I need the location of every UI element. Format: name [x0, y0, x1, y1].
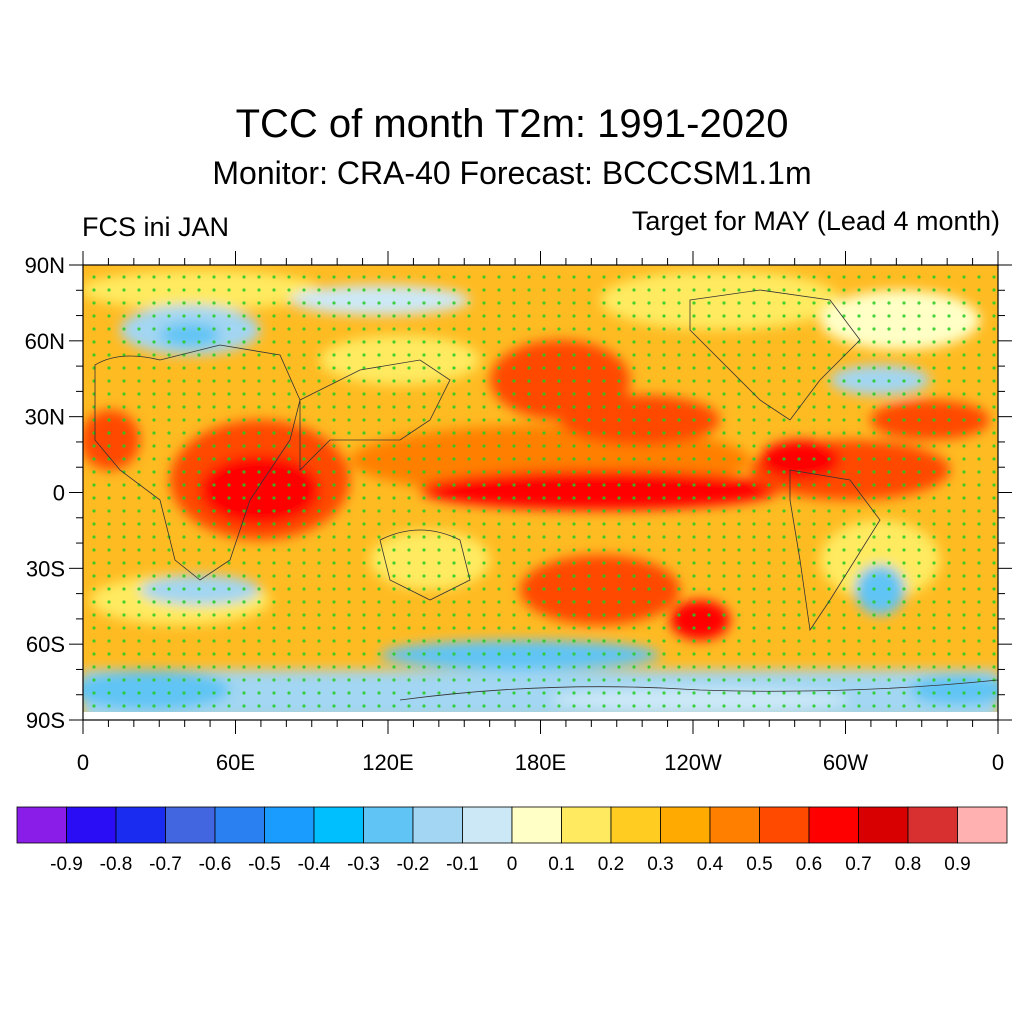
chart-title: TCC of month T2m: 1991-2020 — [235, 102, 789, 146]
colorbar-swatch — [907, 806, 958, 844]
colorbar-swatch — [264, 806, 315, 844]
colorbar-label: 0.1 — [548, 854, 574, 875]
lat-label: 30N — [25, 405, 65, 430]
colorbar-swatch — [412, 806, 463, 844]
init-label: FCS ini JAN — [82, 212, 230, 242]
colorbar: -0.9 -0.8 -0.7 -0.6 -0.5 -0.4 -0.3 -0.2 -0.1 0 0.1… — [16, 806, 1008, 875]
colorbar-swatch — [363, 806, 414, 844]
colorbar-label: -0.5 — [248, 854, 281, 875]
colorbar-label: -0.6 — [199, 854, 232, 875]
colorbar-label: -0.2 — [397, 854, 430, 875]
lat-label: 90N — [25, 253, 65, 278]
colorbar-label: -0.9 — [50, 854, 83, 875]
colorbar-label: -0.3 — [347, 854, 380, 875]
colorbar-label: -0.4 — [298, 854, 331, 875]
lat-label: 60S — [26, 632, 65, 657]
lat-label: 60N — [25, 329, 65, 354]
colorbar-swatch — [313, 806, 364, 844]
lon-label: 120E — [362, 750, 413, 775]
colorbar-swatch — [214, 806, 265, 844]
colorbar-swatch — [858, 806, 909, 844]
coastlines — [94, 289, 998, 701]
colorbar-swatch — [561, 806, 612, 844]
map-axes: 90N 60N 30N 0 30S 60S 90S 0 60E 120E 180E 120W 60W 0 — [25, 251, 1012, 775]
lon-label: 60W — [823, 750, 868, 775]
colorbar-label: -0.1 — [446, 854, 479, 875]
colorbar-swatch — [808, 806, 859, 844]
chart-subtitle: Monitor: CRA-40 Forecast: BCCCSM1.1m — [212, 155, 812, 191]
colorbar-swatch — [115, 806, 166, 844]
colorbar-swatch — [462, 806, 513, 844]
colorbar-swatch — [66, 806, 117, 844]
colorbar-swatch — [165, 806, 216, 844]
target-label: Target for MAY (Lead 4 month) — [631, 206, 1000, 236]
colorbar-swatch — [511, 806, 562, 844]
colorbar-label: 0.5 — [746, 854, 772, 875]
colorbar-swatch — [759, 806, 810, 844]
lat-label: 0 — [53, 481, 65, 506]
colorbar-label: -0.7 — [149, 854, 182, 875]
colorbar-label: 0.9 — [944, 854, 970, 875]
colorbar-label: 0.3 — [647, 854, 673, 875]
lon-label: 60E — [216, 750, 255, 775]
colorbar-label: -0.8 — [100, 854, 133, 875]
lon-label: 120W — [664, 750, 722, 775]
colorbar-label: 0.4 — [697, 854, 724, 875]
colorbar-label: 0.6 — [796, 854, 822, 875]
colorbar-swatch — [709, 806, 760, 844]
colorbar-swatch — [16, 806, 67, 844]
lon-label: 0 — [77, 750, 89, 775]
colorbar-label: 0.7 — [845, 854, 871, 875]
lon-label: 0 — [992, 750, 1004, 775]
colorbar-label: 0.2 — [598, 854, 624, 875]
lat-label: 90S — [26, 708, 65, 733]
colorbar-swatch — [610, 806, 661, 844]
colorbar-swatch — [660, 806, 711, 844]
lat-label: 30S — [26, 556, 65, 581]
colorbar-label: 0.8 — [895, 854, 921, 875]
colorbar-label: 0 — [507, 854, 518, 875]
colorbar-swatch — [957, 806, 1008, 844]
correlation-field — [83, 265, 998, 720]
lon-label: 180E — [515, 750, 566, 775]
